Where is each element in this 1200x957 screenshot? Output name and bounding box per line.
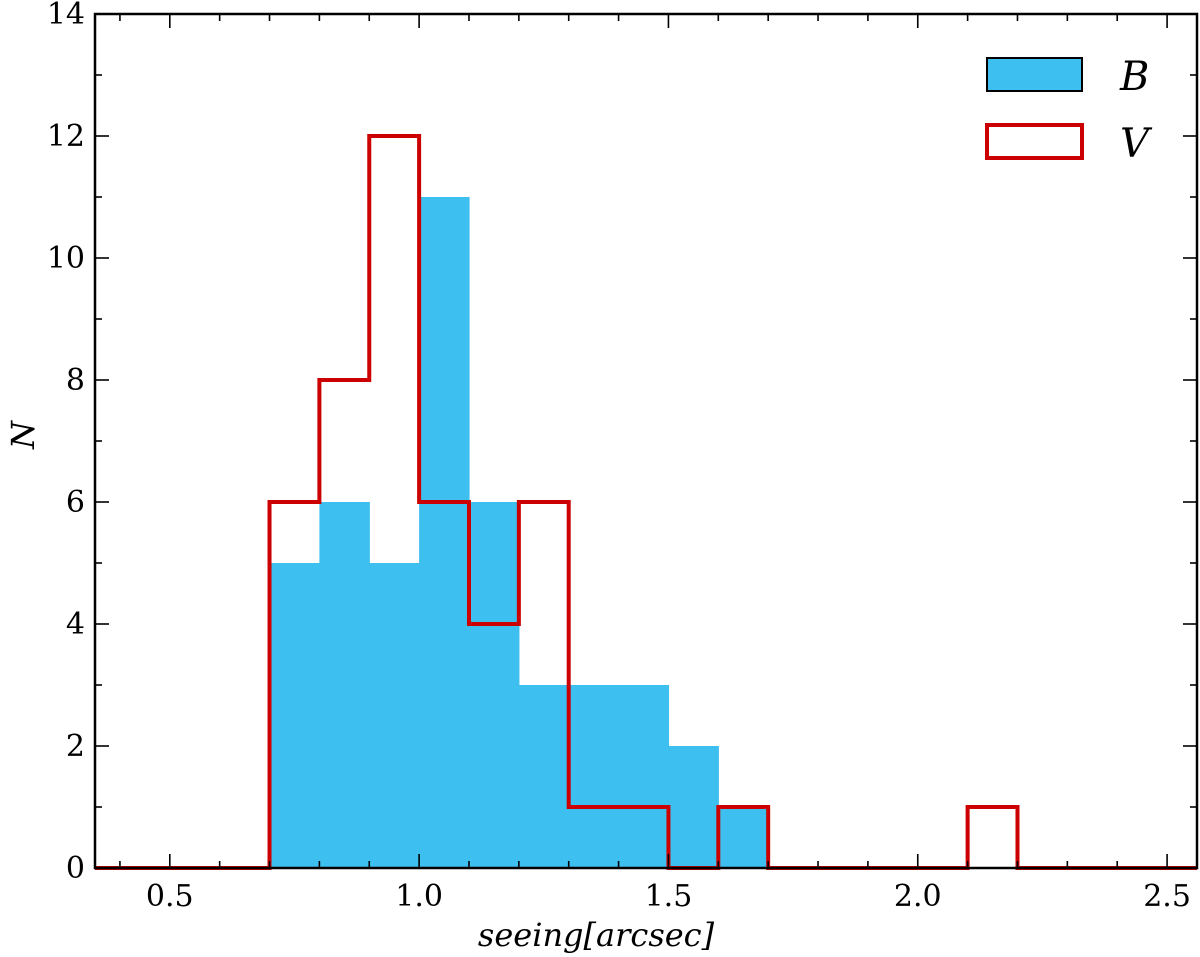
axis-ticks: [95, 13, 1197, 869]
bar-b: [369, 563, 420, 868]
x-tick-label: 2.0: [894, 879, 942, 914]
y-tick-label: 2: [66, 729, 85, 764]
x-tick-labels: 0.5 1.0 1.5 2.0 2.5: [146, 879, 1191, 914]
y-axis-label: N: [4, 420, 42, 450]
x-tick-label: 1.5: [645, 879, 693, 914]
bar-b: [319, 502, 370, 868]
bar-b: [668, 746, 719, 868]
legend-swatch-v: [985, 123, 1084, 160]
y-tick-label: 6: [66, 485, 85, 520]
y-tick-label: 12: [47, 119, 85, 154]
bar-b: [419, 197, 470, 868]
y-tick-labels: 0 2 4 6 8 10 12 14: [47, 0, 85, 886]
x-tick-label: 2.5: [1143, 879, 1191, 914]
bar-b: [518, 685, 570, 868]
y-tick-label: 14: [47, 0, 85, 32]
legend-swatch-b: [986, 57, 1083, 92]
series-v-step-outline: [95, 134, 1197, 870]
bar-b: [468, 502, 520, 868]
legend-label-v: V: [1120, 121, 1153, 167]
y-tick-label: 10: [47, 241, 85, 276]
x-tick-label: 0.5: [146, 879, 194, 914]
y-tick-label: 4: [66, 607, 85, 642]
bar-b: [618, 685, 670, 868]
bar-b: [269, 563, 320, 868]
bar-b: [568, 685, 620, 868]
x-axis-label: seeing[arcsec]: [478, 916, 715, 954]
bar-b: [718, 807, 769, 868]
legend: B V: [985, 54, 1153, 167]
y-tick-label: 0: [66, 851, 85, 886]
series-b-bars: [269, 197, 769, 868]
x-tick-label: 1.0: [395, 879, 443, 914]
legend-label-b: B: [1119, 54, 1149, 100]
y-tick-label: 8: [66, 363, 85, 398]
